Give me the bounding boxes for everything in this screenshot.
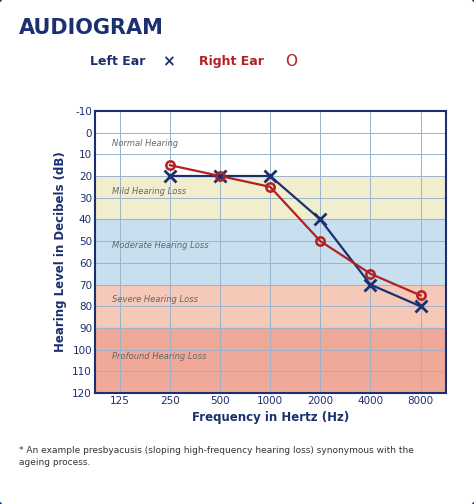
Text: Mild Hearing Loss: Mild Hearing Loss: [112, 186, 186, 196]
Bar: [95, 219, 446, 285]
Bar: [95, 285, 446, 328]
Text: * An example presbyacusis (sloping high-frequency hearing loss) synonymous with : * An example presbyacusis (sloping high-…: [19, 446, 414, 467]
Bar: [95, 111, 446, 176]
Text: Moderate Hearing Loss: Moderate Hearing Loss: [112, 241, 209, 250]
Y-axis label: Hearing Level in Decibels (dB): Hearing Level in Decibels (dB): [54, 152, 67, 352]
Text: ×: ×: [162, 54, 174, 70]
Bar: [95, 328, 446, 393]
Text: Severe Hearing Loss: Severe Hearing Loss: [112, 295, 198, 304]
Bar: [95, 176, 446, 219]
X-axis label: Frequency in Hertz (Hz): Frequency in Hertz (Hz): [191, 411, 349, 424]
Text: Profound Hearing Loss: Profound Hearing Loss: [112, 352, 207, 361]
Text: O: O: [285, 54, 298, 70]
Text: Right Ear: Right Ear: [199, 55, 264, 69]
Text: AUDIOGRAM: AUDIOGRAM: [19, 18, 164, 38]
Text: Left Ear: Left Ear: [90, 55, 146, 69]
Text: Normal Hearing: Normal Hearing: [112, 139, 179, 148]
